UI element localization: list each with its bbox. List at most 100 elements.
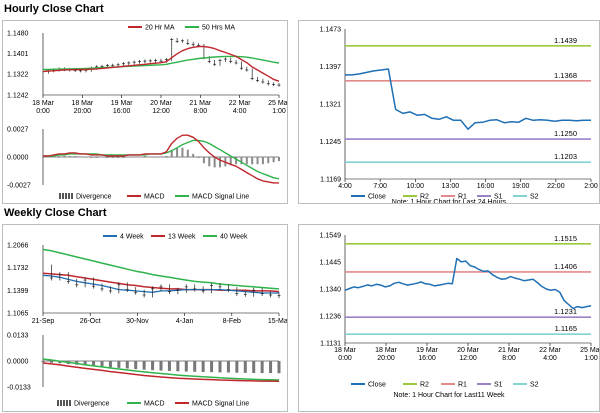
weekly-macd-y-tick-label: 0.0000 [7,359,29,366]
hourly-macd-legend-swatch [59,193,61,199]
weekly-price-y-tick-label: 1.2066 [7,243,29,250]
hourly-macd-divergence-bar [176,147,179,157]
hourly-section-title: Hourly Close Chart [4,3,104,15]
hourly-price-legend-label: 20 Hr MA [145,25,175,32]
weekly-levels-x-tick-label: 18 Mar 20:00 [375,347,397,362]
weekly-macd-divergence-bar [134,361,138,370]
hourly-macd-legend-label: MACD Signal Line [192,194,249,201]
hourly-levels-x-tick-label: 19:00 [512,183,530,190]
hourly-macd-divergence-bar [213,157,216,168]
weekly-macd-divergence-bar [210,361,214,373]
hourly-macd-divergence-bar [208,157,211,167]
hourly-macd-divergence-bar [245,157,248,165]
weekly-price-legend-label: 13 Week [168,234,196,241]
weekly-macd-divergence-bar [142,361,146,370]
hourly-macd-divergence-bar [235,157,238,165]
hourly-macd-divergence-bar [192,153,195,157]
hourly-macd-divergence-bar [68,155,71,157]
hourly-macd-legend-swatch [68,193,70,199]
weekly-levels-level-s2-label: 1.1165 [555,324,577,333]
weekly-levels-note: Note: 1 Hour Chart for Last11 Week [393,392,505,399]
hourly-levels-note: Note: 1 Hour Chart for Last 24 Hours [392,199,507,203]
weekly-macd-legend-swatch [60,400,62,406]
hourly-macd-divergence-bar [261,157,264,165]
weekly-macd-divergence-bar [92,361,96,367]
weekly-levels-chart: 1.1549 1.1445 1.1340 1.1236 1.1131 1.1515 1.14… [320,233,599,400]
hourly-price-x-tick-label: 20 Mar 12:00 [150,100,172,115]
hourly-macd-legend-swatch [71,193,73,199]
hourly-levels-legend-label: S1 [494,194,503,201]
weekly-levels-y-tick-label: 1.1340 [320,287,342,294]
hourly-macd-divergence-bar [122,157,125,159]
weekly-levels-x-tick-label: 20 Mar 12:00 [457,347,479,362]
weekly-levels-legend-label: S1 [494,382,503,389]
weekly-macd-legend-label: MACD [144,401,165,408]
hourly-macd-divergence-bar [240,157,243,165]
weekly-macd-divergence-bar [277,361,281,374]
hourly-macd-divergence-bar [138,157,141,158]
weekly-price-x-tick-label: 26-Oct [80,318,101,325]
weekly-macd-divergence-bar [176,361,180,372]
hourly-price-x-tick-label: 18 Mar 20:00 [71,100,93,115]
hourly-macd-divergence-bar [117,157,120,159]
hourly-levels-level-r1-label: 1.1368 [554,71,577,80]
weekly-levels-level-s1-label: 1.1231 [554,307,577,316]
hourly-macd-signal-line [43,139,280,180]
hourly-20hr-ma-line [42,45,280,82]
hourly-price-y-tick-label: 1.1242 [7,93,29,100]
hourly-macd-divergence-bar [111,157,114,159]
weekly-macd-divergence-bar [125,361,129,369]
hourly-price-macd-chart: 20 Hr MA 50 Hrs MA 1.1480 1.1401 1.1322 1.124… [7,25,287,201]
hourly-price-x-tick-label: 22 Mar 4:00 [229,100,251,115]
hourly-levels-legend-label: S2 [530,194,539,201]
hourly-price-x-tick-label: 18 Mar 0:00 [32,100,54,115]
weekly-macd-divergence-bar [83,361,87,366]
hourly-macd-divergence-bar [256,157,259,165]
weekly-left-panel: 4 Week 13 Week 40 Week 1.2066 1.1732 1.1399 1.… [2,224,288,412]
weekly-macd-divergence-bar [49,361,53,363]
weekly-levels-level-r1-label: 1.1406 [554,262,577,271]
weekly-levels-legend-label: R2 [420,382,429,389]
hourly-levels-legend-label: R1 [458,194,467,201]
weekly-macd-divergence-bar [269,361,273,374]
hourly-price-x-tick-label: 21 Mar 8:00 [189,100,211,115]
hourly-macd-divergence-bar [133,157,136,158]
weekly-price-x-tick-label: 21-Sep [32,318,55,325]
weekly-levels-x-tick-label: 21 Mar 8:00 [498,347,520,362]
hourly-50hr-ma-line [43,55,280,71]
weekly-macd-divergence-bar [218,361,222,373]
hourly-levels-x-tick-label: 13:00 [442,183,460,190]
hourly-macd-divergence-bar [95,157,98,159]
weekly-price-x-tick-label: 4-Jan [176,318,194,325]
weekly-levels-y-tick-label: 1.1236 [320,313,342,320]
hourly-macd-divergence-bar [181,147,184,157]
weekly-macd-divergence-bar [159,361,163,371]
hourly-macd-divergence-bar [63,155,66,157]
hourly-macd-legend-label: MACD [144,194,165,201]
hourly-levels-x-tick-label: 7:00 [373,183,387,190]
weekly-macd-divergence-bar [235,361,239,373]
weekly-levels-y-tick-label: 1.1445 [320,259,342,266]
hourly-macd-divergence-bar [74,155,77,157]
hourly-price-y-tick-label: 1.1480 [7,31,29,38]
weekly-macd-line [42,362,280,383]
weekly-levels-y-tick-label: 1.1549 [320,233,342,240]
weekly-macd-divergence-bar [100,361,104,367]
weekly-levels-legend-label: Close [368,382,386,389]
hourly-macd-line [43,134,279,184]
weekly-macd-divergence-bar [201,361,205,373]
hourly-macd-divergence-bar [84,157,87,158]
weekly-macd-legend-swatch [66,400,68,406]
hourly-levels-close-line [345,68,591,130]
weekly-right-panel: 1.1549 1.1445 1.1340 1.1236 1.1131 1.1515 1.14… [298,224,600,412]
weekly-macd-divergence-bar [226,361,230,373]
hourly-macd-divergence-bar [278,157,280,162]
hourly-levels-y-tick-label: 1.1169 [320,177,341,184]
hourly-macd-divergence-bar [79,157,82,158]
weekly-macd-signal-line [42,358,280,381]
hourly-levels-legend-label: R2 [420,194,429,201]
hourly-price-y-tick-label: 1.1322 [7,72,29,79]
weekly-levels-level-r2-label: 1.1515 [554,234,577,243]
hourly-macd-legend-swatch [62,193,64,199]
